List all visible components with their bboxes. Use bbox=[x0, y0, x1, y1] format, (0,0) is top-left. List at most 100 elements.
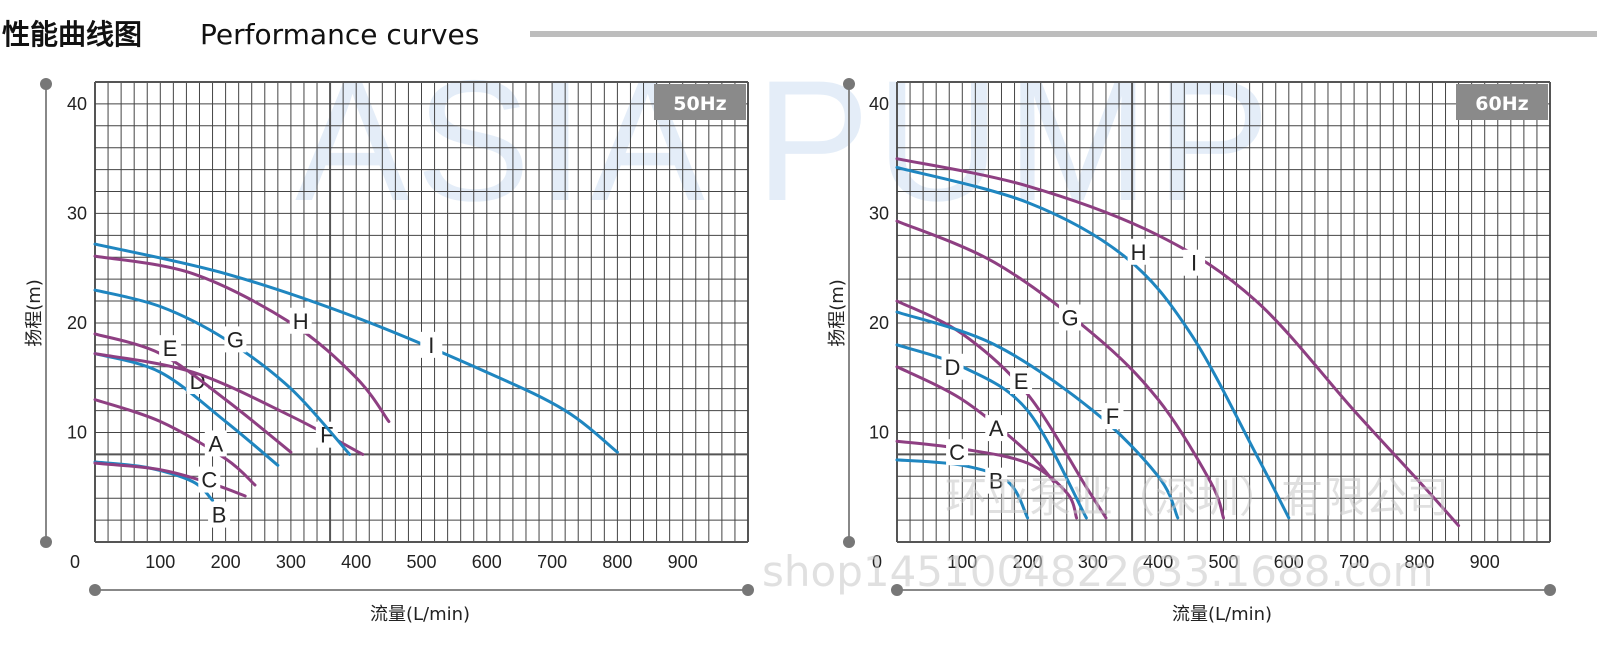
y-tick-label: 40 bbox=[869, 94, 889, 114]
curve-label-a: A bbox=[989, 416, 1004, 441]
x-axis-dot-left bbox=[891, 584, 903, 596]
y-axis-dot-bottom bbox=[843, 536, 855, 548]
curve-e bbox=[895, 299, 1108, 520]
curve-label-bg bbox=[420, 331, 443, 358]
frequency-badge-label: 60Hz bbox=[1475, 93, 1528, 115]
curve-label-e: E bbox=[163, 336, 178, 361]
y-axis-title: 扬程(m) bbox=[24, 279, 45, 347]
x-tick-label: 400 bbox=[341, 552, 371, 572]
x-tick-label: 700 bbox=[1339, 552, 1369, 572]
curve-g bbox=[895, 219, 1225, 520]
curve-label-bg bbox=[224, 326, 247, 353]
y-tick-label: 10 bbox=[869, 422, 889, 442]
y-tick-label: 20 bbox=[869, 313, 889, 333]
x-tick-label: 100 bbox=[145, 552, 175, 572]
curve-i bbox=[895, 157, 1461, 528]
curve-d bbox=[93, 352, 280, 467]
brand-watermark: ASIA PUMP bbox=[295, 45, 1276, 237]
x-tick-label: 700 bbox=[537, 552, 567, 572]
curve-h bbox=[895, 165, 1291, 520]
x-tick-label: 100 bbox=[947, 552, 977, 572]
curve-label-c: C bbox=[201, 468, 217, 493]
x-axis-dot-left bbox=[89, 584, 101, 596]
curve-label-d: D bbox=[945, 355, 961, 380]
x-tick-label: 200 bbox=[211, 552, 241, 572]
curve-label-f: F bbox=[320, 423, 333, 448]
grid bbox=[94, 81, 749, 543]
curve-i bbox=[93, 242, 619, 454]
y-tick-label: 40 bbox=[67, 94, 87, 114]
y-axis-title: 扬程(m) bbox=[827, 279, 848, 347]
x-tick-label: 300 bbox=[1078, 552, 1108, 572]
frequency-badge-label: 50Hz bbox=[673, 93, 726, 115]
curve-label-a: A bbox=[208, 431, 223, 456]
curve-label-i: I bbox=[428, 333, 434, 358]
x-axis-title: 流量(L/min) bbox=[1172, 604, 1272, 625]
frequency-badge bbox=[1456, 84, 1548, 120]
title-cn: 性能曲线图 bbox=[2, 18, 142, 51]
y-tick-label: 10 bbox=[67, 422, 87, 442]
curve-label-bg bbox=[941, 353, 964, 380]
curve-label-bg bbox=[1183, 249, 1206, 276]
curve-label-bg bbox=[159, 335, 182, 362]
x-axis-dot-right bbox=[742, 584, 754, 596]
curve-a bbox=[93, 398, 257, 487]
y-tick-label: 30 bbox=[67, 203, 87, 223]
grid bbox=[896, 81, 1551, 543]
curve-label-h: H bbox=[293, 309, 309, 334]
y-tick-label: 20 bbox=[67, 313, 87, 333]
curve-label-c: C bbox=[949, 440, 965, 465]
x-tick-label: 300 bbox=[276, 552, 306, 572]
curve-label-bg bbox=[208, 501, 231, 528]
x-tick-label: 800 bbox=[602, 552, 632, 572]
x-tick-label: 900 bbox=[1470, 552, 1500, 572]
curve-f bbox=[895, 310, 1180, 520]
y-axis-dot-top bbox=[40, 78, 52, 90]
curve-h bbox=[93, 254, 391, 424]
curve-c bbox=[93, 461, 247, 498]
curve-label-bg bbox=[985, 415, 1008, 442]
curve-b bbox=[895, 458, 1030, 520]
x-tick-label: 500 bbox=[406, 552, 436, 572]
y-axis-dot-bottom bbox=[40, 536, 52, 548]
curve-label-g: G bbox=[227, 327, 244, 352]
curve-c bbox=[895, 439, 1079, 520]
x-tick-label: 400 bbox=[1143, 552, 1173, 572]
y-tick-label: 30 bbox=[869, 203, 889, 223]
x-tick-label: 800 bbox=[1404, 552, 1434, 572]
frequency-badge bbox=[654, 84, 746, 120]
curve-label-b: B bbox=[989, 469, 1004, 494]
curve-label-i: I bbox=[1191, 251, 1197, 276]
curve-label-bg bbox=[204, 430, 227, 457]
x-tick-label: 600 bbox=[1274, 552, 1304, 572]
curve-label-b: B bbox=[212, 503, 227, 528]
shop-watermark: shop1451004822633.1688.com bbox=[762, 547, 1434, 596]
x-tick-label: 0 bbox=[872, 552, 882, 572]
curve-label-h: H bbox=[1131, 240, 1147, 265]
curve-d bbox=[895, 343, 1088, 520]
curve-label-bg bbox=[985, 467, 1008, 494]
title-en: Performance curves bbox=[200, 18, 479, 51]
curve-label-g: G bbox=[1061, 305, 1078, 330]
curve-label-bg bbox=[315, 421, 338, 448]
curve-label-bg bbox=[1059, 304, 1082, 331]
x-axis-dot-right bbox=[1544, 584, 1556, 596]
curve-e bbox=[93, 332, 293, 454]
x-tick-label: 900 bbox=[668, 552, 698, 572]
curve-label-e: E bbox=[1014, 369, 1029, 394]
x-tick-label: 0 bbox=[70, 552, 80, 572]
x-tick-label: 200 bbox=[1013, 552, 1043, 572]
y-axis-dot-top bbox=[843, 78, 855, 90]
company-watermark: 环亚泵业（深圳）有限公司 bbox=[945, 473, 1449, 522]
curve-label-bg bbox=[198, 466, 221, 493]
curve-label-bg bbox=[1010, 368, 1033, 394]
curve-label-bg bbox=[1101, 403, 1124, 430]
x-axis-title: 流量(L/min) bbox=[370, 604, 470, 625]
x-tick-label: 600 bbox=[472, 552, 502, 572]
x-tick-label: 500 bbox=[1208, 552, 1238, 572]
curve-label-bg bbox=[289, 307, 312, 334]
curve-label-bg bbox=[946, 439, 969, 466]
